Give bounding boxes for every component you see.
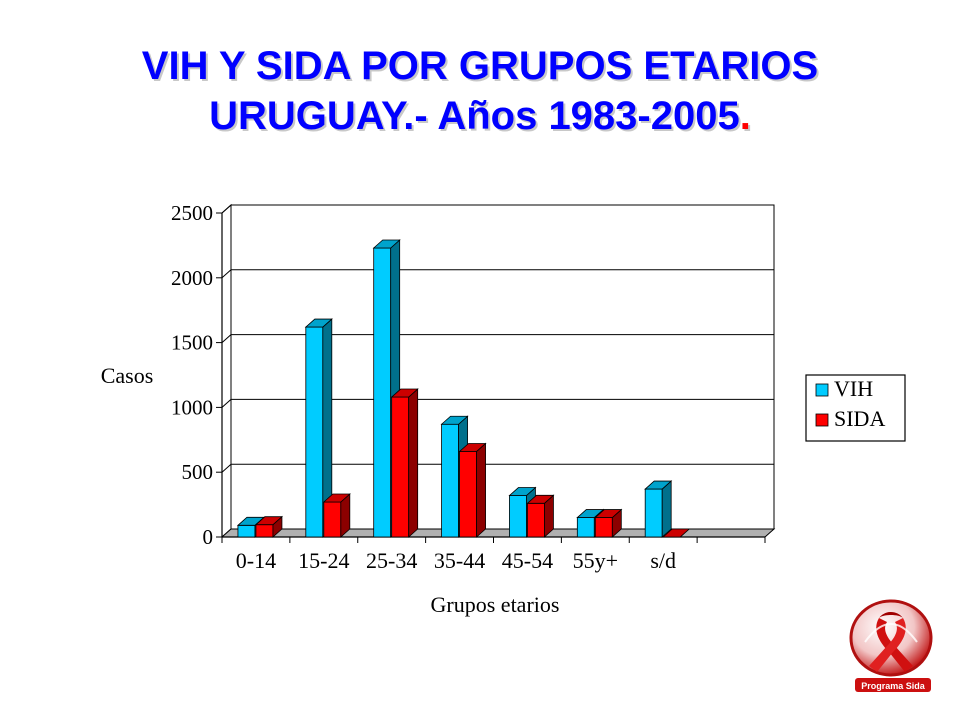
y-tick-label: 1500 — [171, 331, 213, 355]
bar-sida — [322, 493, 351, 538]
bar-vih-top — [372, 239, 401, 249]
bar-vih-top — [576, 509, 605, 518]
bar-sida — [526, 494, 555, 538]
bar-vih — [644, 480, 673, 538]
gridline-diagonal — [221, 463, 232, 473]
x-tick-label: 45-54 — [502, 548, 553, 573]
bar-sida-top — [662, 528, 691, 538]
y-axis-title: Casos — [101, 363, 154, 388]
bar-sida — [254, 515, 283, 538]
x-axis-title: Grupos etarios — [431, 592, 560, 617]
bar-vih-top — [304, 318, 333, 328]
x-tick-label: 15-24 — [298, 548, 349, 573]
gridline-diagonal — [221, 204, 232, 214]
bar-sida-front — [527, 502, 545, 538]
bar-vih-front — [509, 495, 527, 538]
legend: VIH SIDA — [805, 374, 906, 442]
bar-sida-side — [476, 442, 486, 538]
legend-swatch-vih — [815, 383, 829, 397]
legend-label-sida: SIDA — [834, 406, 885, 431]
red-ribbon-icon — [869, 612, 913, 672]
y-tick-label: 0 — [203, 525, 214, 549]
bar-vih-top — [508, 487, 537, 496]
bar-sida — [458, 442, 487, 538]
bar-sida-front — [594, 517, 613, 538]
bar-sida-top — [254, 516, 283, 526]
y-tick-label: 2000 — [171, 266, 213, 290]
title-dot: . — [739, 94, 751, 138]
bar-sida-side — [408, 388, 419, 538]
bar-sida — [662, 528, 691, 538]
gridline-diagonal — [221, 399, 232, 408]
y-tick-label: 500 — [182, 460, 214, 484]
bar-vih-top — [440, 415, 469, 425]
legend-label-vih: VIH — [834, 376, 873, 401]
title-line-2-text: URUGUAY.- Años 1983-2005 — [209, 94, 740, 138]
grid-lines — [220, 203, 776, 539]
x-tick-label: 0-14 — [236, 548, 276, 573]
gridline-diagonal — [221, 269, 232, 279]
bar-vih-side — [661, 480, 672, 538]
x-tick-label: 35-44 — [434, 548, 485, 573]
plot-floor — [220, 528, 776, 538]
bar-sida-front — [459, 451, 477, 538]
bar-sida-top — [458, 443, 487, 452]
bar-vih-front — [441, 423, 459, 538]
bar-vih — [304, 318, 333, 538]
bar-vih-top — [644, 480, 673, 490]
bar-vih-front — [237, 524, 256, 538]
title-line-2: URUGUAY.- Años 1983-2005. — [0, 92, 960, 140]
programa-sida-logo: Programa Sida — [849, 599, 933, 692]
bar-sida-front — [323, 501, 342, 538]
axis-labels: 0 500 1000 1500 2000 2500 0-14 15-24 25-34 35-44 4… — [101, 201, 676, 617]
bar-sida-top — [390, 388, 419, 398]
y-tick-label: 1000 — [171, 395, 213, 419]
bar-sida-top — [594, 509, 623, 518]
bar-vih-front — [644, 488, 663, 538]
bar-sida-top — [322, 493, 351, 503]
title-line-1: VIH Y SIDA POR GRUPOS ETARIOS — [141, 44, 819, 88]
bar-sida-top — [526, 494, 555, 504]
x-tick-label: 25-34 — [366, 548, 417, 573]
bar-vih-front — [373, 247, 392, 538]
plot-side-wall — [221, 203, 232, 539]
bar-vih-front — [305, 326, 324, 538]
x-tick-label: s/d — [650, 548, 676, 573]
logo-text: Programa Sida — [861, 681, 926, 691]
legend-swatch-sida — [815, 413, 829, 427]
bar-sida-front — [255, 524, 274, 538]
y-tick-label: 2500 — [171, 201, 213, 225]
bar-sida — [594, 508, 623, 538]
gridline-diagonal — [221, 334, 232, 343]
bar-vih-front — [576, 517, 595, 538]
x-tick-label: 55y+ — [573, 548, 618, 573]
bar-sida-front — [391, 396, 410, 538]
bars — [236, 239, 691, 538]
bar-sida — [390, 388, 419, 538]
